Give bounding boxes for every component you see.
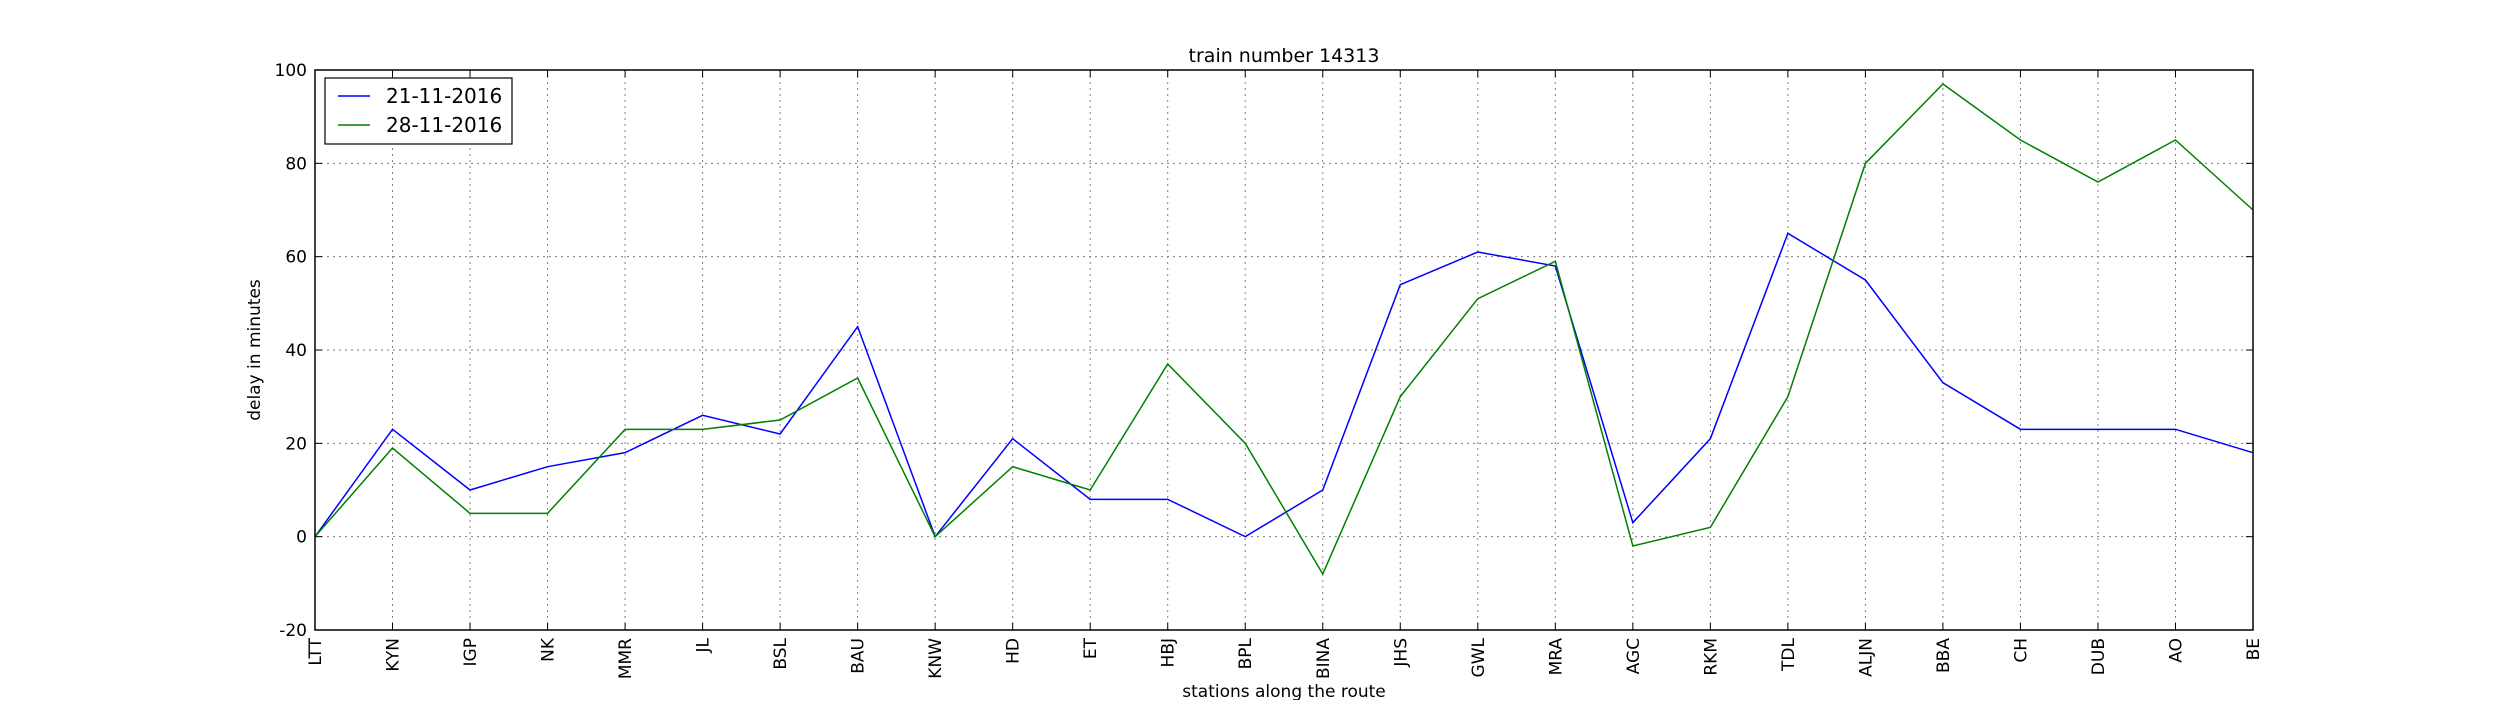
x-tick-label: BPL [1236,637,1256,669]
legend: 21-11-2016 28-11-2016 [324,77,513,145]
grid-lines [315,70,2253,630]
x-axis-label: stations along the route [1182,682,1386,700]
x-tick-label: CH [2011,638,2031,663]
x-tick-label: TDL [1779,637,1799,671]
x-tick-label: ET [1081,637,1101,659]
x-tick-label: GWL [1469,637,1489,677]
x-tick-label: AGC [1624,638,1644,674]
x-tick-label: BAU [849,638,869,674]
series-lines [314,83,2254,576]
x-tick-label: RKM [1701,638,1721,676]
x-tick-label: NK [539,637,559,662]
x-axis-ticks: LTT KYN IGP NK MMR JL BSL BAU KNW HD ET HBJ BPL BINA J… [306,70,2264,679]
x-tick-label: MRA [1546,638,1566,676]
x-tick-label: ALJN [1856,638,1876,677]
legend-label: 28-11-2016 [386,113,502,137]
y-axis-ticks: -20 0 20 40 60 80 100 [275,61,2253,641]
y-tick-label: 80 [285,154,307,174]
y-tick-label: 0 [296,528,307,548]
x-tick-label: MMR [616,638,636,679]
legend-box [324,77,513,145]
x-tick-label: AO [2166,638,2186,663]
chart-title: train number 14313 [1189,45,1380,67]
x-tick-label: BSL [771,637,791,669]
y-tick-label: 20 [285,434,307,454]
series-line-2 [314,83,2254,576]
y-tick-label: -20 [279,621,307,641]
plot-frame [314,69,2254,631]
y-axis-label: delay in minutes [245,279,265,421]
x-tick-label: HBJ [1159,638,1179,667]
x-tick-label: KNW [926,638,946,679]
x-tick-label: JHS [1391,638,1411,668]
x-tick-label: DUB [2089,638,2109,675]
x-tick-label: BINA [1314,638,1334,679]
y-tick-label: 100 [275,61,307,81]
x-tick-label: BBA [1934,638,1954,673]
x-tick-label: KYN [384,638,404,672]
x-tick-label: JL [694,637,714,653]
y-tick-label: 40 [285,341,307,361]
x-tick-label: LTT [306,637,326,665]
series-line-1 [314,232,2254,539]
y-tick-label: 60 [285,248,307,268]
x-tick-label: BE [2244,638,2264,660]
legend-label: 21-11-2016 [386,84,502,108]
x-tick-label: HD [1004,638,1024,664]
x-tick-label: IGP [461,638,481,666]
